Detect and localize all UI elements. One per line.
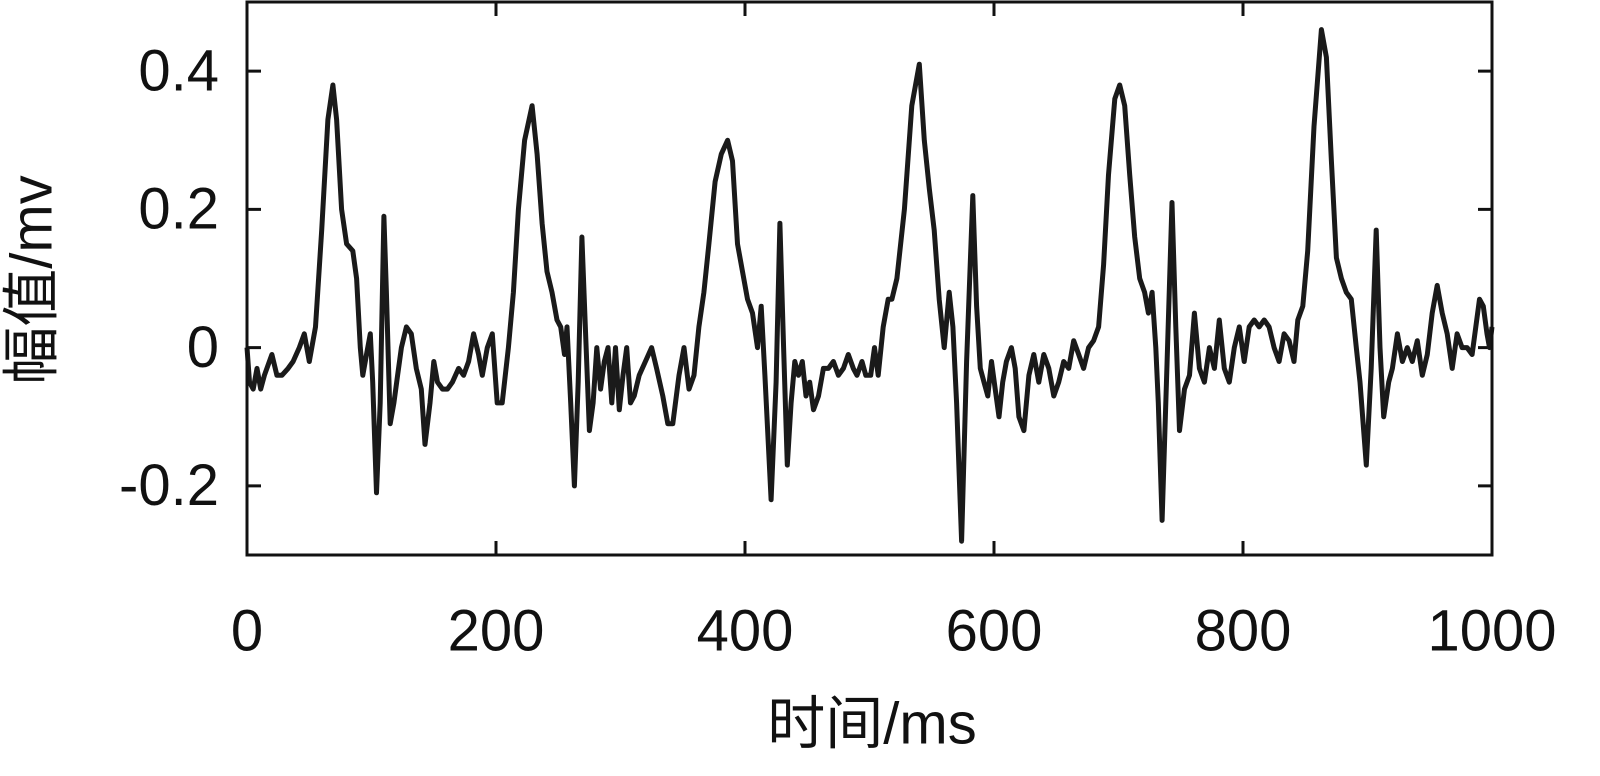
x-tick-label: 800 bbox=[1195, 598, 1292, 663]
y-tick-label: 0.2 bbox=[138, 177, 219, 242]
y-tick-label: -0.2 bbox=[119, 453, 219, 518]
y-tick-label: 0.4 bbox=[138, 38, 219, 103]
x-tick-label: 200 bbox=[448, 598, 545, 663]
x-axis-label: 时间/ms bbox=[767, 691, 976, 756]
y-tick-label: 0 bbox=[187, 315, 219, 380]
x-tick-label: 600 bbox=[946, 598, 1043, 663]
signal-line bbox=[244, 27, 1495, 544]
x-tick-label: 400 bbox=[697, 598, 794, 663]
plot-frame bbox=[245, 0, 1494, 557]
x-tick-label: 1000 bbox=[1427, 598, 1556, 663]
x-tick-label: 0 bbox=[231, 598, 263, 663]
y-axis-label: 幅值/mv bbox=[0, 175, 64, 384]
